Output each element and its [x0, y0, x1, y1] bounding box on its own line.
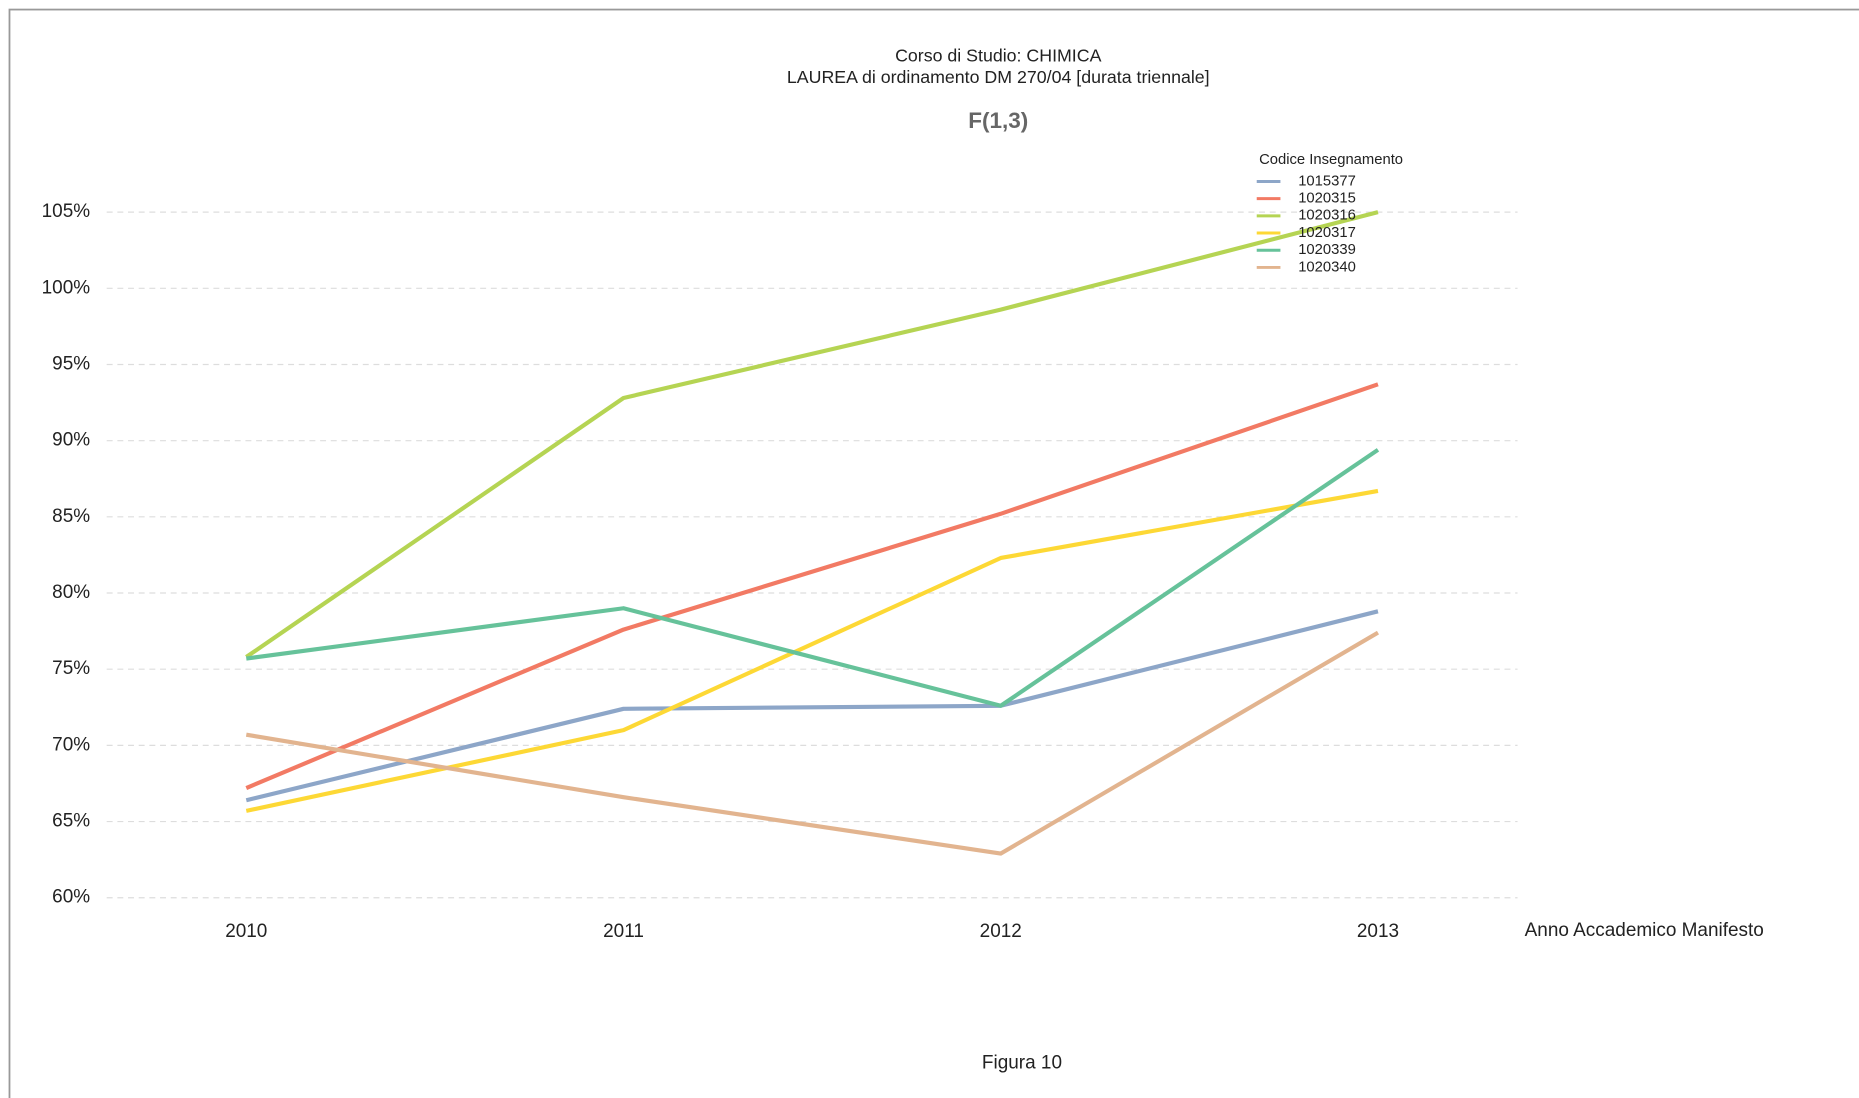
series-line	[246, 448, 1380, 708]
x-tick-label: 2010	[225, 921, 267, 942]
y-tick-label: 80%	[52, 582, 90, 603]
series-line	[245, 488, 1379, 813]
legend-label: 1020316	[1298, 208, 1356, 224]
y-tick-label: 90%	[52, 430, 90, 451]
y-tick-label: 70%	[52, 734, 90, 755]
y-tick-label: 105%	[42, 201, 91, 222]
series-line	[245, 630, 1380, 856]
chart-title: LAUREA di ordinamento DM 270/04 [durata …	[787, 67, 1210, 87]
legend-label: 1015377	[1298, 173, 1356, 189]
y-tick-label: 75%	[52, 658, 90, 679]
legend-label: 1020340	[1298, 259, 1356, 275]
y-tick-label: 60%	[52, 887, 90, 908]
y-tick-label: 65%	[52, 811, 90, 832]
y-tick-label: 100%	[42, 277, 91, 298]
caption: Figura 10	[982, 1053, 1062, 1074]
series-line	[245, 382, 1379, 790]
series-line	[245, 609, 1379, 803]
legend-label: 1020317	[1298, 225, 1356, 241]
legend-title: Codice Insegnamento	[1259, 152, 1403, 168]
series-line	[245, 210, 1379, 659]
x-axis-label: Anno Accademico Manifesto	[1525, 920, 1764, 941]
x-tick-label: 2013	[1357, 921, 1399, 942]
legend-label: 1020315	[1298, 191, 1356, 207]
frame	[8, 8, 1859, 1098]
y-tick-label: 95%	[52, 353, 90, 374]
chart-subtitle: F(1,3)	[968, 108, 1028, 133]
x-tick-label: 2012	[980, 921, 1022, 942]
x-tick-label: 2011	[603, 921, 644, 942]
chart-title: Corso di Studio: CHIMICA	[895, 46, 1101, 66]
legend-label: 1020339	[1298, 242, 1356, 258]
y-tick-label: 85%	[52, 506, 90, 527]
